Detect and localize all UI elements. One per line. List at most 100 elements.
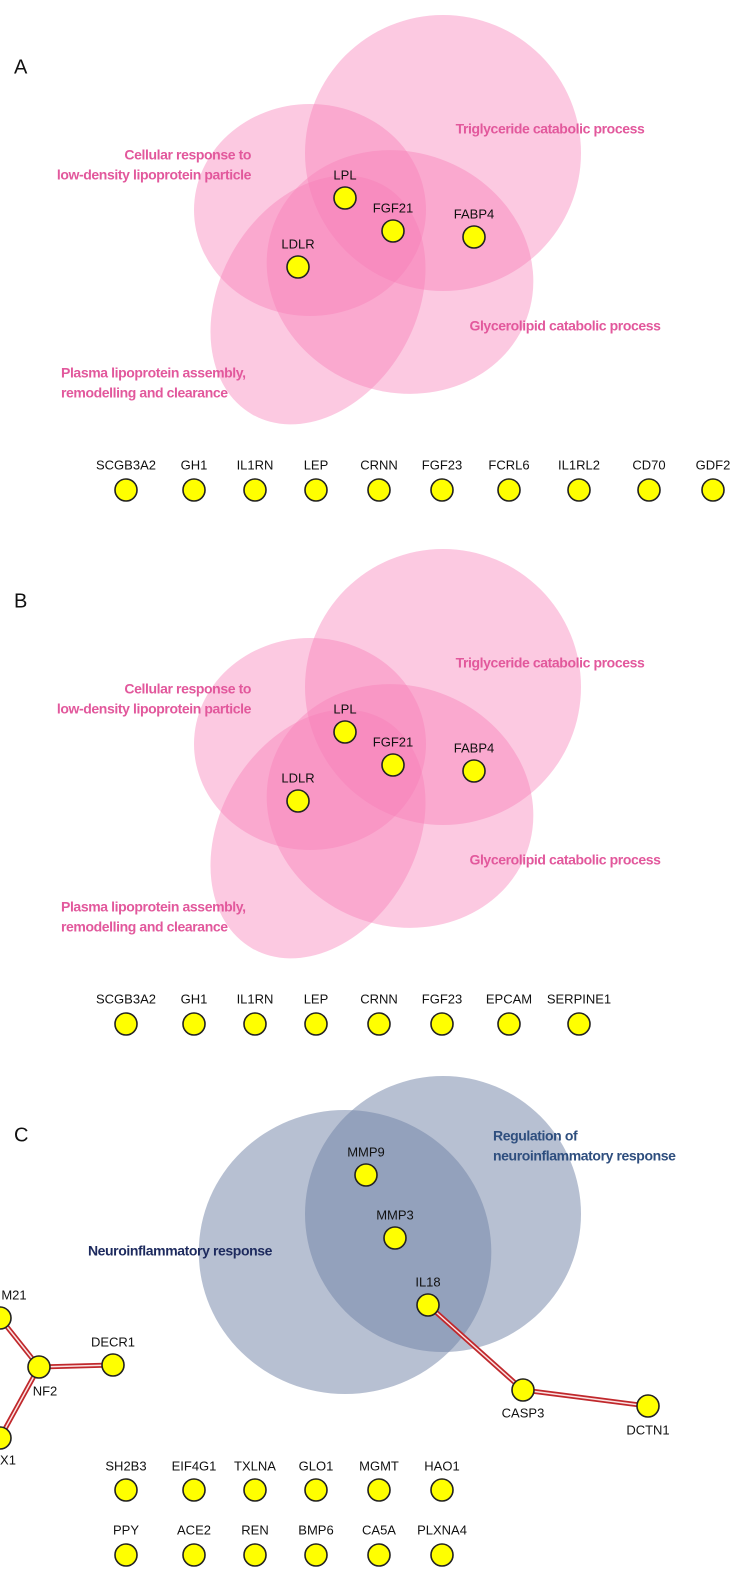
gene-node	[367, 1543, 391, 1567]
gene-label: EIF4G1	[172, 1458, 217, 1473]
gene-node	[430, 1012, 454, 1036]
gene-node	[304, 1543, 328, 1567]
set-region	[198, 1110, 492, 1394]
gene-node	[381, 219, 405, 243]
gene-node	[182, 1012, 206, 1036]
gene-label: SCGB3A2	[96, 457, 156, 472]
gene-node	[333, 186, 357, 210]
gene-label: ACE2	[177, 1522, 211, 1537]
set-label: remodelling and clearance	[61, 385, 228, 401]
set-label: neuroinflammatory response	[493, 1148, 676, 1164]
gene-label: FABP4	[454, 740, 494, 755]
gene-node	[430, 1543, 454, 1567]
gene-label: IL1RN	[237, 991, 274, 1006]
gene-label: LEP	[304, 457, 329, 472]
gene-node	[497, 478, 521, 502]
gene-label: MGMT	[359, 1458, 399, 1473]
set-label: Cellular response to	[124, 147, 251, 163]
gene-label: FABP4	[454, 206, 494, 221]
gene-label: FGF23	[422, 991, 462, 1006]
gene-node	[182, 1478, 206, 1502]
gene-node	[243, 478, 267, 502]
set-region	[194, 104, 426, 316]
set-label: Triglyceride catabolic process	[456, 655, 645, 671]
gene-node	[567, 478, 591, 502]
gene-node	[497, 1012, 521, 1036]
gene-node	[567, 1012, 591, 1036]
set-label: Glycerolipid catabolic process	[469, 318, 661, 334]
gene-label: PPY	[113, 1522, 139, 1537]
gene-node	[430, 478, 454, 502]
gene-node	[383, 1226, 407, 1250]
gene-node	[333, 720, 357, 744]
gene-node	[114, 478, 138, 502]
gene-label: GLO1	[299, 1458, 334, 1473]
gene-label: GH1	[181, 457, 208, 472]
gene-label: MMP3	[376, 1207, 414, 1222]
interaction-edge-core	[0, 1366, 40, 1439]
gene-label: M21	[1, 1287, 26, 1302]
gene-node	[243, 1012, 267, 1036]
gene-label: FGF23	[422, 457, 462, 472]
gene-label: DECR1	[91, 1334, 135, 1349]
panel-label: C	[14, 1124, 28, 1146]
interaction-edge-core	[427, 1304, 524, 1391]
set-region	[305, 15, 581, 291]
gene-label: SCGB3A2	[96, 991, 156, 1006]
gene-node	[243, 1543, 267, 1567]
set-label: low-density lipoprotein particle	[57, 167, 252, 183]
gene-node	[114, 1012, 138, 1036]
gene-node	[416, 1293, 440, 1317]
gene-label: X1	[0, 1452, 16, 1467]
gene-label: CRNN	[360, 457, 398, 472]
gene-node	[367, 1012, 391, 1036]
gene-node	[0, 1306, 12, 1330]
set-label: low-density lipoprotein particle	[57, 701, 252, 717]
gene-node	[430, 1478, 454, 1502]
gene-label: LDLR	[281, 770, 314, 785]
gene-node	[304, 1478, 328, 1502]
gene-label: LEP	[304, 991, 329, 1006]
set-region	[194, 638, 426, 850]
gene-label: GDF2	[696, 457, 731, 472]
gene-node	[286, 789, 310, 813]
gene-label: DCTN1	[626, 1422, 669, 1437]
gene-node	[0, 1426, 12, 1450]
gene-node	[701, 478, 725, 502]
gene-label: CASP3	[502, 1405, 545, 1420]
gene-label: LDLR	[281, 236, 314, 251]
gene-label: IL1RN	[237, 457, 274, 472]
set-label: Cellular response to	[124, 681, 251, 697]
gene-label: IL1RL2	[558, 457, 600, 472]
gene-node	[367, 1478, 391, 1502]
gene-label: NF2	[33, 1383, 58, 1398]
panel-label: B	[14, 590, 27, 612]
gene-node	[304, 1012, 328, 1036]
interaction-edge-core	[522, 1389, 649, 1407]
gene-label: HAO1	[424, 1458, 459, 1473]
set-label: Plasma lipoprotein assembly,	[61, 899, 246, 915]
gene-node	[101, 1353, 125, 1377]
set-label: remodelling and clearance	[61, 919, 228, 935]
gene-label: MMP9	[347, 1144, 385, 1159]
interaction-edge-core	[38, 1364, 114, 1368]
set-region	[266, 150, 534, 394]
gene-node	[114, 1478, 138, 1502]
gene-label: LPL	[333, 701, 356, 716]
gene-label: SH2B3	[105, 1458, 146, 1473]
gene-node	[354, 1163, 378, 1187]
gene-node	[637, 478, 661, 502]
set-region	[266, 684, 534, 928]
gene-node	[367, 478, 391, 502]
gene-label: LPL	[333, 167, 356, 182]
gene-label: IL18	[415, 1274, 440, 1289]
set-label: Regulation of	[493, 1128, 578, 1144]
gene-node	[182, 1543, 206, 1567]
gene-node	[286, 255, 310, 279]
panel-label: A	[14, 56, 28, 78]
gene-label: TXLNA	[234, 1458, 276, 1473]
gene-label: FCRL6	[488, 457, 529, 472]
gene-node	[304, 478, 328, 502]
